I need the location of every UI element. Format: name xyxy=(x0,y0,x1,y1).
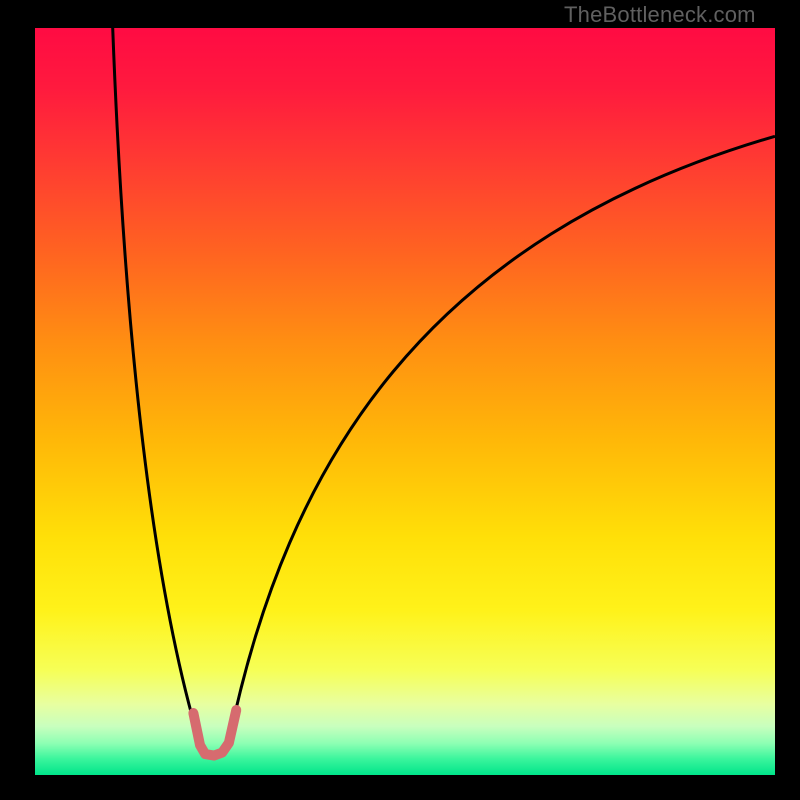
chart-background xyxy=(35,28,775,775)
plot-area xyxy=(35,28,775,775)
chart-svg xyxy=(35,28,775,775)
watermark-text: TheBottleneck.com xyxy=(564,2,756,28)
